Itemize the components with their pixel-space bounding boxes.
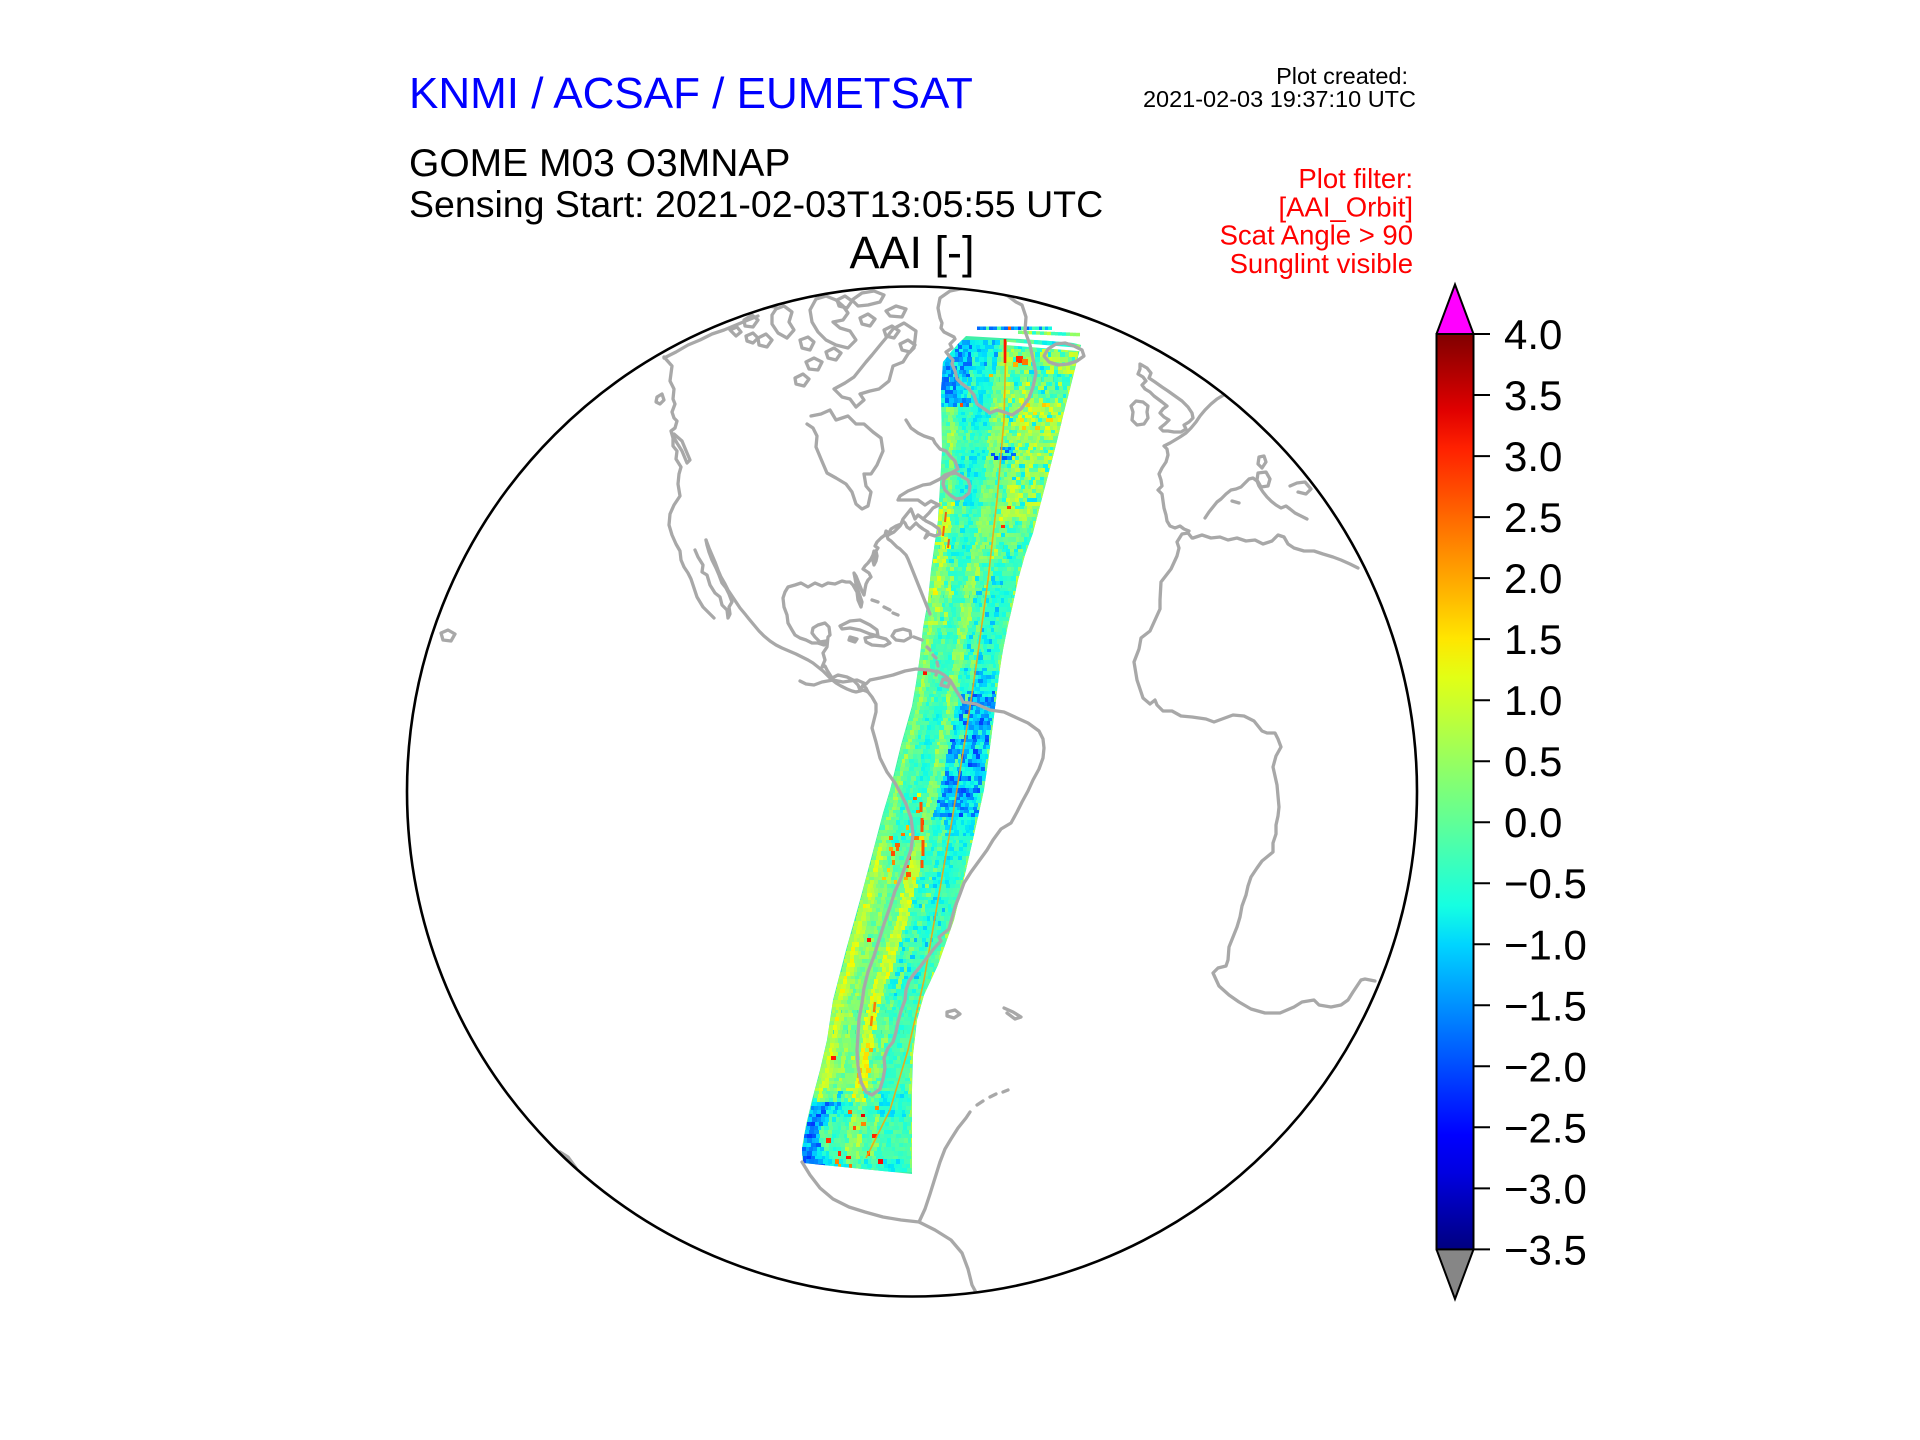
svg-text:0.5: 0.5 xyxy=(1504,738,1562,785)
svg-text:−3.0: −3.0 xyxy=(1504,1165,1587,1212)
svg-text:−2.0: −2.0 xyxy=(1504,1043,1587,1090)
svg-text:−0.5: −0.5 xyxy=(1504,860,1587,907)
svg-text:Sensing Start: 2021-02-03T13:0: Sensing Start: 2021-02-03T13:05:55 UTC xyxy=(409,183,1103,225)
svg-text:2.5: 2.5 xyxy=(1504,494,1562,541)
svg-text:3.0: 3.0 xyxy=(1504,433,1562,480)
svg-text:Plot created:: Plot created: xyxy=(1276,63,1408,89)
svg-text:2.0: 2.0 xyxy=(1504,555,1562,602)
svg-text:3.5: 3.5 xyxy=(1504,372,1562,419)
svg-text:Scat Angle > 90: Scat Angle > 90 xyxy=(1220,220,1413,251)
svg-text:2021-02-03 19:37:10 UTC: 2021-02-03 19:37:10 UTC xyxy=(1143,86,1416,112)
svg-text:1.5: 1.5 xyxy=(1504,616,1562,663)
svg-text:4.0: 4.0 xyxy=(1504,311,1562,358)
svg-text:AAI [-]: AAI [-] xyxy=(849,227,974,278)
svg-text:−2.5: −2.5 xyxy=(1504,1104,1587,1151)
svg-text:Plot filter:: Plot filter: xyxy=(1298,163,1413,194)
svg-text:−3.5: −3.5 xyxy=(1504,1226,1587,1273)
svg-text:−1.0: −1.0 xyxy=(1504,921,1587,968)
svg-text:[AAI_Orbit]: [AAI_Orbit] xyxy=(1279,191,1414,222)
svg-text:Sunglint visible: Sunglint visible xyxy=(1230,248,1413,279)
svg-text:1.0: 1.0 xyxy=(1504,677,1562,724)
svg-text:KNMI / ACSAF / EUMETSAT: KNMI / ACSAF / EUMETSAT xyxy=(409,69,973,118)
svg-text:GOME M03 O3MNAP: GOME M03 O3MNAP xyxy=(409,142,790,185)
svg-text:0.0: 0.0 xyxy=(1504,799,1562,846)
svg-text:−1.5: −1.5 xyxy=(1504,982,1587,1029)
